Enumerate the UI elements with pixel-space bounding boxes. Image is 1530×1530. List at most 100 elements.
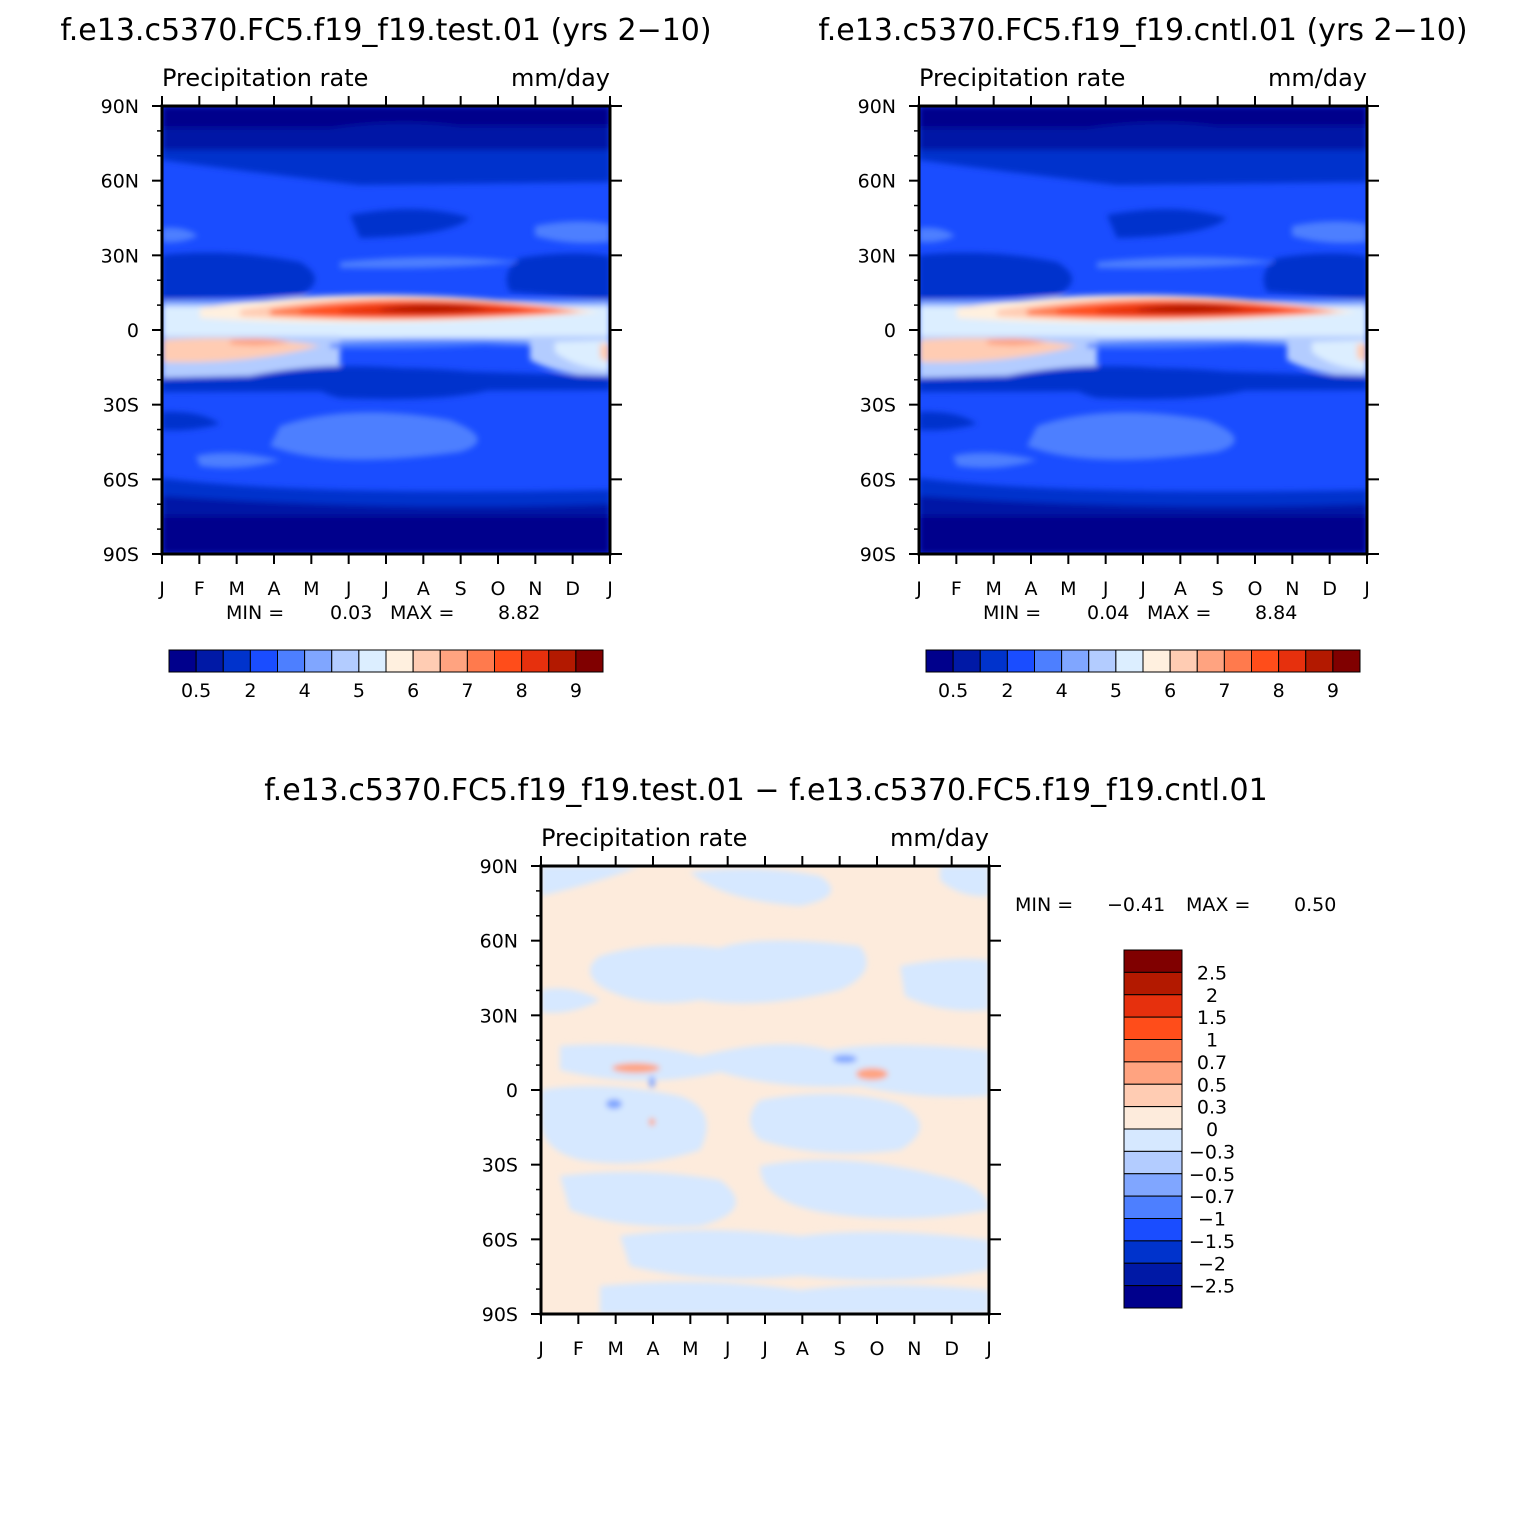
x-tick-label: M bbox=[607, 1338, 623, 1360]
min-label: MIN = bbox=[1015, 894, 1073, 916]
colorbar-label: 6 bbox=[1164, 680, 1176, 702]
colorbar-box bbox=[494, 649, 523, 673]
x-tick-label: A bbox=[1174, 578, 1187, 600]
colorbar-label: 2 bbox=[1001, 680, 1013, 702]
colorbar-box bbox=[1123, 994, 1183, 1018]
colorbar-box bbox=[1123, 1083, 1183, 1108]
x-tick-label: S bbox=[834, 1338, 846, 1360]
y-tick-label: 90N bbox=[480, 856, 518, 878]
min-label: MIN = bbox=[226, 602, 284, 624]
panel-difference: f.e13.c5370.FC5.f19_f19.test.01 − f.e13.… bbox=[264, 773, 1336, 1360]
min-label: MIN = bbox=[983, 602, 1041, 624]
left-subtitle: Precipitation rate bbox=[919, 64, 1125, 92]
colorbar-box bbox=[1142, 649, 1171, 673]
colorbar-label: 6 bbox=[407, 680, 419, 702]
colorbar-box bbox=[1123, 1039, 1183, 1063]
colorbar-box bbox=[521, 649, 550, 673]
colorbar-box bbox=[195, 649, 224, 673]
colorbar-box bbox=[412, 649, 441, 673]
y-tick-label: 0 bbox=[127, 320, 139, 342]
x-tick-label: D bbox=[1322, 578, 1337, 600]
x-tick-label: D bbox=[565, 578, 580, 600]
colorbar-label: 1 bbox=[1206, 1030, 1218, 1052]
x-tick-label: A bbox=[647, 1338, 660, 1360]
y-tick-label: 60S bbox=[860, 469, 896, 491]
y-tick-label: 30N bbox=[101, 245, 139, 267]
x-tick-label: J bbox=[985, 1338, 992, 1360]
x-tick-label: J bbox=[1102, 578, 1109, 600]
colorbar-label: −2.5 bbox=[1189, 1276, 1235, 1298]
min-value: 0.03 bbox=[330, 602, 372, 624]
colorbar-box bbox=[575, 649, 604, 673]
y-tick-label: 60N bbox=[858, 171, 896, 193]
colorbar-label: −1 bbox=[1198, 1209, 1226, 1231]
colorbar-label: 4 bbox=[299, 680, 311, 702]
x-tick-label: F bbox=[573, 1338, 584, 1360]
x-tick-label: M bbox=[228, 578, 244, 600]
colorbar-box bbox=[1123, 1150, 1183, 1175]
colorbar: 2.521.510.70.50.30−0.3−0.5−0.7−1−1.5−2−2… bbox=[1123, 949, 1235, 1309]
colorbar-box bbox=[979, 649, 1008, 673]
x-tick-label: A bbox=[268, 578, 281, 600]
x-tick-label: J bbox=[1363, 578, 1370, 600]
colorbar-label: 5 bbox=[1110, 680, 1122, 702]
max-value: 8.82 bbox=[498, 602, 540, 624]
x-tick-label: J bbox=[915, 578, 922, 600]
colorbar-label: 2.5 bbox=[1197, 962, 1227, 984]
colorbar-box bbox=[358, 649, 387, 673]
x-tick-label: J bbox=[537, 1338, 544, 1360]
colorbar-box bbox=[277, 649, 306, 673]
colorbar-label: 0.5 bbox=[1197, 1074, 1227, 1096]
panel-cntl: f.e13.c5370.FC5.f19_f19.cntl.01 (yrs 2−1… bbox=[818, 13, 1467, 702]
plot-area bbox=[919, 106, 1367, 554]
max-value: 8.84 bbox=[1255, 602, 1297, 624]
x-tick-label: J bbox=[761, 1338, 768, 1360]
colorbar-box bbox=[1123, 971, 1183, 996]
colorbar-box bbox=[1169, 649, 1198, 673]
y-tick-label: 30N bbox=[858, 245, 896, 267]
colorbar-box bbox=[1223, 649, 1252, 673]
colorbar-box bbox=[222, 649, 251, 673]
x-tick-label: J bbox=[1139, 578, 1146, 600]
colorbar-label: −0.5 bbox=[1189, 1164, 1235, 1186]
colorbar-box bbox=[1123, 1218, 1183, 1242]
colorbar-box bbox=[304, 649, 333, 673]
colorbar-box bbox=[1332, 649, 1361, 673]
colorbar-box bbox=[249, 649, 278, 673]
y-tick-label: 90S bbox=[103, 544, 139, 566]
panel-title: f.e13.c5370.FC5.f19_f19.test.01 (yrs 2−1… bbox=[60, 13, 711, 48]
left-subtitle: Precipitation rate bbox=[162, 64, 368, 92]
colorbar: 0.5 2 4 5 6 7 8 9 bbox=[168, 649, 604, 702]
colorbar-box bbox=[1123, 1061, 1183, 1085]
colorbar-box bbox=[1123, 1240, 1183, 1264]
colorbar-box bbox=[1123, 1016, 1183, 1040]
colorbar-label: 2 bbox=[1206, 985, 1218, 1007]
y-tick-label: 30S bbox=[860, 395, 896, 417]
colorbar-box bbox=[385, 649, 414, 673]
colorbar-box bbox=[1034, 649, 1063, 673]
colorbar-label: 7 bbox=[1218, 680, 1230, 702]
x-tick-label: J bbox=[345, 578, 352, 600]
y-tick-label: 60N bbox=[480, 931, 518, 953]
colorbar-label: 0 bbox=[1206, 1119, 1218, 1141]
left-subtitle: Precipitation rate bbox=[541, 824, 747, 852]
colorbar-label: 0.3 bbox=[1197, 1097, 1227, 1119]
colorbar: 0.5 2 4 5 6 7 8 9 bbox=[925, 649, 1361, 702]
colorbar-box bbox=[1088, 649, 1117, 673]
colorbar-box bbox=[1006, 649, 1035, 673]
x-tick-label: F bbox=[194, 578, 205, 600]
colorbar-label: 0.5 bbox=[181, 680, 211, 702]
x-tick-label: A bbox=[796, 1338, 809, 1360]
max-label: MAX = bbox=[1186, 894, 1250, 916]
max-label: MAX = bbox=[1147, 602, 1211, 624]
plot-area bbox=[162, 106, 610, 554]
colorbar-box bbox=[1061, 649, 1090, 673]
x-tick-label: F bbox=[951, 578, 962, 600]
units-subtitle: mm/day bbox=[1268, 64, 1367, 92]
x-tick-label: M bbox=[682, 1338, 698, 1360]
panel-title: f.e13.c5370.FC5.f19_f19.cntl.01 (yrs 2−1… bbox=[818, 13, 1467, 48]
colorbar-box bbox=[1123, 1128, 1183, 1152]
x-tick-label: D bbox=[944, 1338, 959, 1360]
colorbar-box bbox=[1123, 1195, 1183, 1219]
